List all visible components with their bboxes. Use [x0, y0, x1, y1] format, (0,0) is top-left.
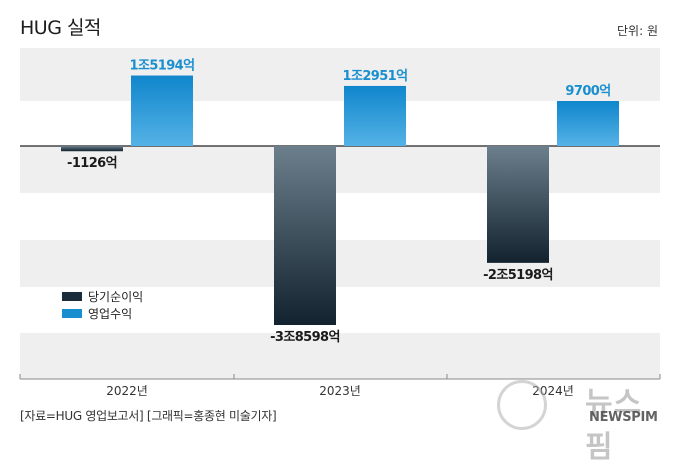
watermark-brand: NEWSPIM	[589, 410, 658, 425]
unit-label: 단위: 원	[617, 24, 658, 38]
bar-chart: -1126억 -3조8598억 -2조5198억 1조5194억 1조2951억 9700…	[19, 48, 661, 398]
newspim-logo-icon	[497, 380, 547, 430]
operating-revenue-bar-0	[131, 75, 193, 146]
x-tick-label: 2023년	[319, 384, 361, 398]
net-income-bar-2	[487, 146, 549, 263]
background-band	[20, 48, 660, 101]
data-label: 1조5194억	[130, 59, 195, 74]
operating-revenue-bar-1	[344, 85, 406, 146]
legend-label: 영업수익	[88, 307, 132, 321]
net-income-bar-0	[61, 146, 123, 152]
newspim-watermark: 뉴스핌 NEWSPIM	[497, 378, 667, 465]
data-label: -1126억	[67, 156, 117, 171]
x-tick-label: 2022년	[106, 384, 148, 398]
data-label: 9700억	[565, 84, 610, 99]
net-income-bar-1	[274, 146, 336, 325]
background-band	[20, 146, 660, 193]
legend-swatch	[62, 309, 82, 318]
data-label: -3조8598억	[270, 330, 340, 345]
source-caption: [자료=HUG 영업보고서] [그래픽=홍종현 미술기자]	[20, 409, 277, 423]
operating-revenue-bar-2	[557, 101, 619, 146]
legend-label: 당기순이익	[88, 290, 143, 304]
data-label: 1조2951억	[343, 69, 408, 84]
data-label: -2조5198억	[483, 268, 553, 283]
background-band	[20, 240, 660, 287]
legend-swatch	[62, 292, 82, 301]
chart-title: HUG 실적	[20, 17, 101, 39]
background-band	[20, 333, 660, 379]
